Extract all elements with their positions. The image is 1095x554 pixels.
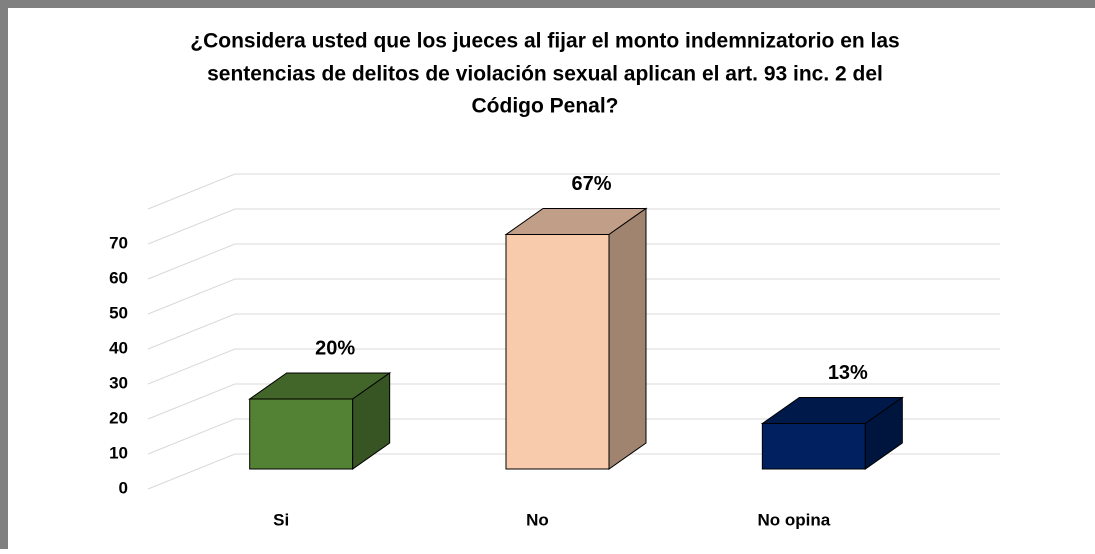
grid-line [147, 418, 1000, 455]
y-tick-label: 70 [109, 233, 128, 252]
x-tick-label: Si [273, 510, 289, 529]
bar-front [249, 398, 354, 470]
x-tick-label: No opina [757, 510, 830, 529]
y-tick-label: 50 [109, 303, 128, 322]
y-tick-label: 30 [109, 373, 128, 392]
bar-front [505, 234, 610, 470]
grid-line [147, 313, 1000, 350]
chart-title: sentencias de delitos de violación sexua… [207, 63, 883, 86]
value-label: 67% [571, 173, 611, 195]
y-tick-label: 10 [109, 443, 128, 462]
grid-line [147, 243, 1000, 280]
grid-line [147, 208, 1000, 245]
bar-front [761, 423, 866, 470]
y-tick-label: 60 [109, 268, 128, 287]
y-tick-label: 40 [109, 338, 128, 357]
bar-side [352, 372, 391, 470]
grid-line [147, 278, 1000, 315]
value-label: 13% [828, 362, 868, 384]
y-tick-label: 20 [109, 408, 128, 427]
grid-line [147, 453, 1000, 490]
value-label: 20% [315, 337, 355, 359]
chart-title: ¿Considera usted que los jueces al fijar… [190, 30, 900, 53]
bar-side [608, 207, 647, 470]
grid-line [147, 383, 1000, 420]
grid-line [147, 173, 1000, 210]
chart-title: Código Penal? [472, 95, 619, 118]
x-tick-label: No [526, 510, 549, 529]
bar-side [864, 396, 903, 470]
y-tick-label: 0 [119, 478, 128, 497]
grid-line [147, 348, 1000, 385]
